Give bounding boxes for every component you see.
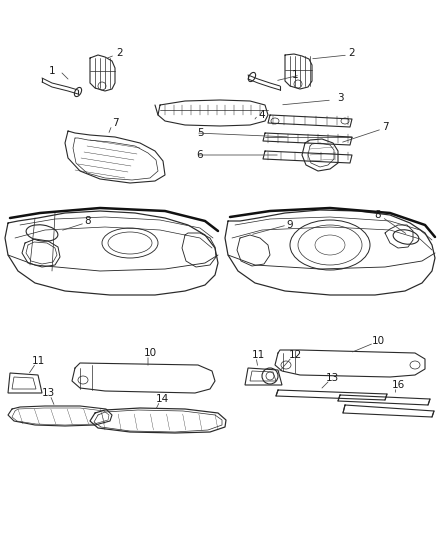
Text: 10: 10 xyxy=(143,348,156,358)
Text: 4: 4 xyxy=(259,110,265,120)
Text: 11: 11 xyxy=(32,356,45,366)
Text: 1: 1 xyxy=(49,66,55,76)
Text: 13: 13 xyxy=(325,373,339,383)
Text: 14: 14 xyxy=(155,394,169,404)
Text: 6: 6 xyxy=(197,150,203,160)
Text: 13: 13 xyxy=(41,388,55,398)
Text: 3: 3 xyxy=(337,93,343,103)
Text: 12: 12 xyxy=(288,350,302,360)
Text: 2: 2 xyxy=(349,48,355,58)
Text: 7: 7 xyxy=(112,118,118,128)
Text: 8: 8 xyxy=(374,210,381,220)
Text: 16: 16 xyxy=(392,380,405,390)
Text: 7: 7 xyxy=(381,122,389,132)
Text: 1: 1 xyxy=(292,70,298,80)
Text: 2: 2 xyxy=(117,48,124,58)
Text: 10: 10 xyxy=(371,336,385,346)
Text: 11: 11 xyxy=(251,350,265,360)
Text: 8: 8 xyxy=(85,216,91,226)
Text: 9: 9 xyxy=(287,220,293,230)
Text: 5: 5 xyxy=(197,128,203,138)
